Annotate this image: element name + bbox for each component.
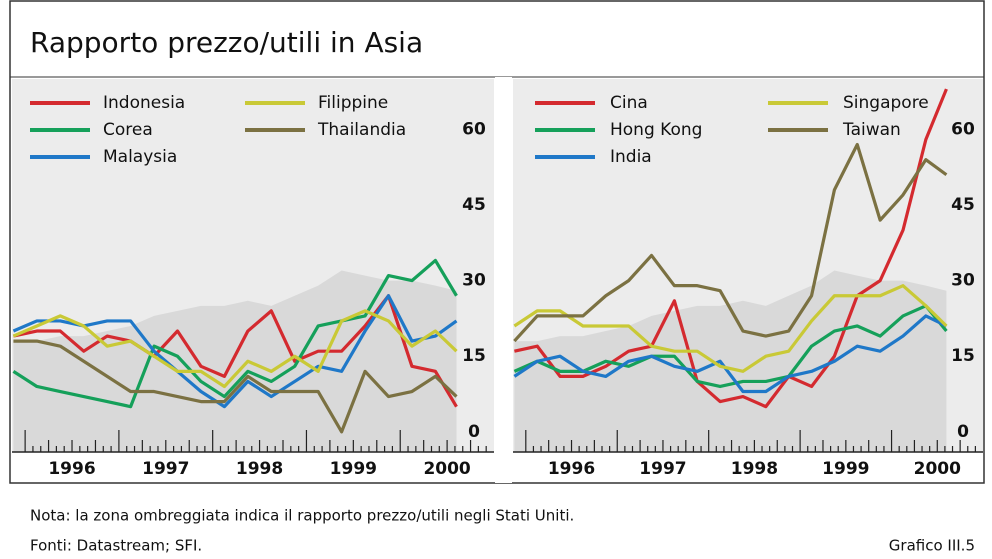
panel-gap bbox=[495, 77, 512, 483]
x-tick-label: 1999 bbox=[822, 459, 869, 479]
legend-label: Filippine bbox=[318, 93, 388, 113]
legend-label: Corea bbox=[103, 120, 153, 140]
y-tick-label: 45 bbox=[462, 195, 486, 215]
legend-label: Hong Kong bbox=[610, 120, 702, 140]
legend-label: Malaysia bbox=[103, 147, 177, 167]
shaded-area bbox=[514, 270, 947, 452]
legend-label: Taiwan bbox=[842, 120, 901, 140]
y-tick-label: 0 bbox=[468, 422, 480, 442]
title: Rapporto prezzo/utili in Asia bbox=[30, 26, 423, 59]
x-tick-label: 1997 bbox=[639, 459, 686, 479]
series-line bbox=[12, 309, 458, 389]
note: Nota: la zona ombreggiata indica il rapp… bbox=[30, 507, 574, 525]
y-tick-label: 15 bbox=[951, 346, 975, 366]
series-line bbox=[12, 258, 458, 409]
sources: Fonti: Datastream; SFI. bbox=[30, 537, 202, 555]
x-tick-label: 1998 bbox=[731, 459, 778, 479]
x-tick-label: 2000 bbox=[914, 459, 961, 479]
series-line bbox=[13, 339, 458, 434]
y-tick-label: 0 bbox=[957, 422, 969, 442]
x-tick-label: 1996 bbox=[548, 459, 595, 479]
legend-label: Cina bbox=[610, 93, 648, 113]
series-line bbox=[513, 284, 948, 373]
series-line bbox=[514, 88, 948, 409]
y-tick-label: 60 bbox=[462, 119, 486, 139]
series-line bbox=[12, 294, 458, 409]
x-tick-label: 1998 bbox=[236, 459, 283, 479]
x-tick-label: 1996 bbox=[48, 459, 95, 479]
x-tick-label: 2000 bbox=[423, 459, 470, 479]
figure-label: Grafico III.5 bbox=[889, 537, 975, 555]
series-line bbox=[513, 142, 948, 343]
legend-label: India bbox=[610, 147, 652, 167]
y-tick-label: 15 bbox=[462, 346, 486, 366]
y-tick-label: 30 bbox=[951, 271, 975, 291]
legend-label: Singapore bbox=[843, 93, 929, 113]
series-line bbox=[513, 304, 948, 389]
x-tick-label: 1997 bbox=[142, 459, 189, 479]
y-tick-label: 60 bbox=[951, 119, 975, 139]
series-line bbox=[513, 314, 948, 394]
x-tick-label: 1999 bbox=[330, 459, 377, 479]
legend-label: Indonesia bbox=[103, 93, 185, 113]
legend-label: Thailandia bbox=[317, 120, 406, 140]
y-tick-label: 30 bbox=[462, 271, 486, 291]
y-tick-label: 45 bbox=[951, 195, 975, 215]
